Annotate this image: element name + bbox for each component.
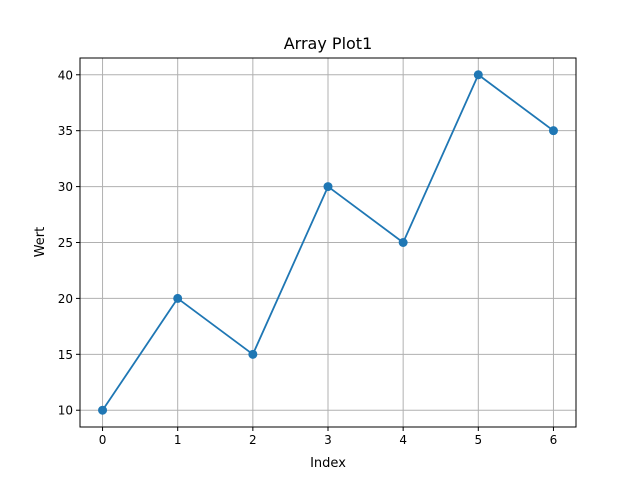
x-tick-label: 5 [474,433,482,447]
x-tick-label: 1 [174,433,182,447]
y-tick-label: 40 [58,68,73,82]
data-point-marker [98,405,108,415]
x-tick-label: 2 [249,433,257,447]
data-point-marker [323,182,333,192]
y-tick-label: 20 [58,292,73,306]
y-axis-label: Wert [33,227,48,258]
y-tick-label: 35 [58,124,73,138]
data-point-marker [473,70,483,80]
x-tick-label: 0 [99,433,107,447]
x-tick-label: 3 [324,433,332,447]
x-tick-label: 4 [399,433,407,447]
y-tick-label: 30 [58,180,73,194]
y-tick-label: 15 [58,348,73,362]
chart-title: Array Plot1 [284,34,373,53]
y-tick-label: 25 [58,236,73,250]
data-point-marker [173,293,183,303]
axis-ticks: 0 1 2 3 4 5 6 10 15 20 25 30 35 40 [58,68,558,447]
y-tick-label: 10 [58,404,73,418]
x-tick-label: 6 [550,433,558,447]
x-axis-label: Index [310,456,346,471]
data-point-marker [548,126,558,136]
data-point-marker [398,238,408,247]
data-point-marker [248,349,258,359]
series-layer [98,70,558,415]
